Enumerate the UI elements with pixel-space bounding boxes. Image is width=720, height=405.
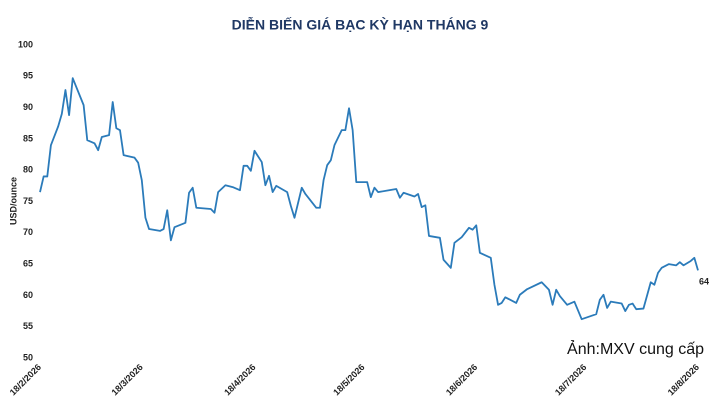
y-tick-label: 65 (23, 258, 33, 268)
y-tick-label: 60 (23, 290, 33, 300)
x-tick-label: 18/2/2026 (8, 362, 43, 397)
x-tick-label: 18/6/2026 (444, 362, 479, 397)
price-line (39, 77, 699, 321)
end-value-label: 64 (699, 277, 709, 287)
x-tick-label: 18/4/2026 (222, 362, 257, 397)
y-tick-label: 80 (23, 165, 33, 175)
y-tick-label: 85 (23, 133, 33, 143)
y-axis-label: USD/ounce (8, 177, 18, 225)
x-tick-label: 18/5/2026 (331, 362, 366, 397)
x-tick-label: 18/7/2026 (553, 362, 588, 397)
annotation: Ảnh:MXV cung cấp (567, 339, 704, 358)
y-tick-label: 95 (23, 71, 33, 81)
y-tick-label: 55 (23, 321, 33, 331)
y-tick-label: 75 (23, 196, 33, 206)
y-tick-label: 70 (23, 227, 33, 237)
chart-title: DIỄN BIẾN GIÁ BẠC KỲ HẠN THÁNG 9 (232, 16, 489, 33)
x-tick-label: 18/3/2026 (109, 362, 144, 397)
x-tick-label: 18/8/2026 (666, 362, 701, 397)
y-tick-label: 90 (23, 102, 33, 112)
y-tick-label: 50 (23, 352, 33, 362)
y-tick-label: 100 (18, 39, 33, 49)
